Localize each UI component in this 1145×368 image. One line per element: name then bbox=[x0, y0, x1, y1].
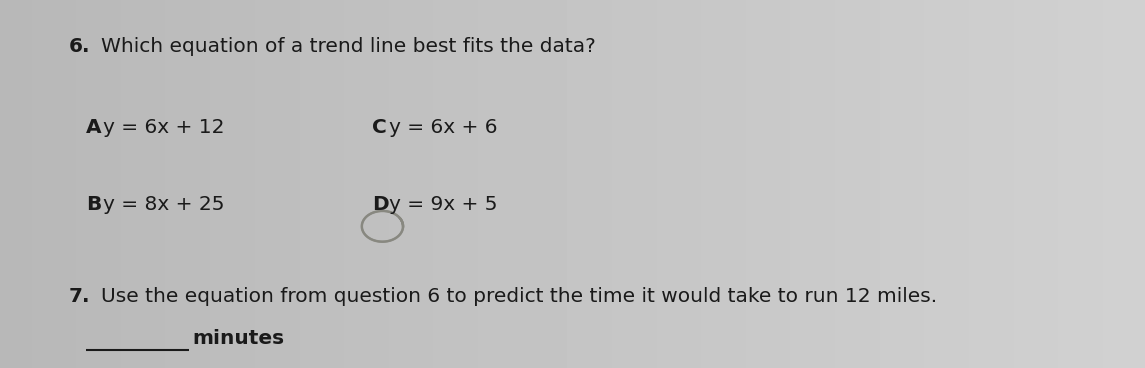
Text: D: D bbox=[372, 195, 389, 214]
Text: Which equation of a trend line best fits the data?: Which equation of a trend line best fits… bbox=[101, 37, 595, 56]
Text: minutes: minutes bbox=[192, 329, 284, 348]
Text: B: B bbox=[86, 195, 101, 214]
Text: A: A bbox=[86, 118, 102, 137]
Text: 7.: 7. bbox=[69, 287, 90, 306]
Text: Use the equation from question 6 to predict the time it would take to run 12 mil: Use the equation from question 6 to pred… bbox=[101, 287, 937, 306]
Text: 6.: 6. bbox=[69, 37, 90, 56]
Text: y = 8x + 25: y = 8x + 25 bbox=[103, 195, 224, 214]
Text: y = 6x + 6: y = 6x + 6 bbox=[389, 118, 498, 137]
Text: y = 9x + 5: y = 9x + 5 bbox=[389, 195, 498, 214]
Text: y = 6x + 12: y = 6x + 12 bbox=[103, 118, 224, 137]
Text: C: C bbox=[372, 118, 387, 137]
